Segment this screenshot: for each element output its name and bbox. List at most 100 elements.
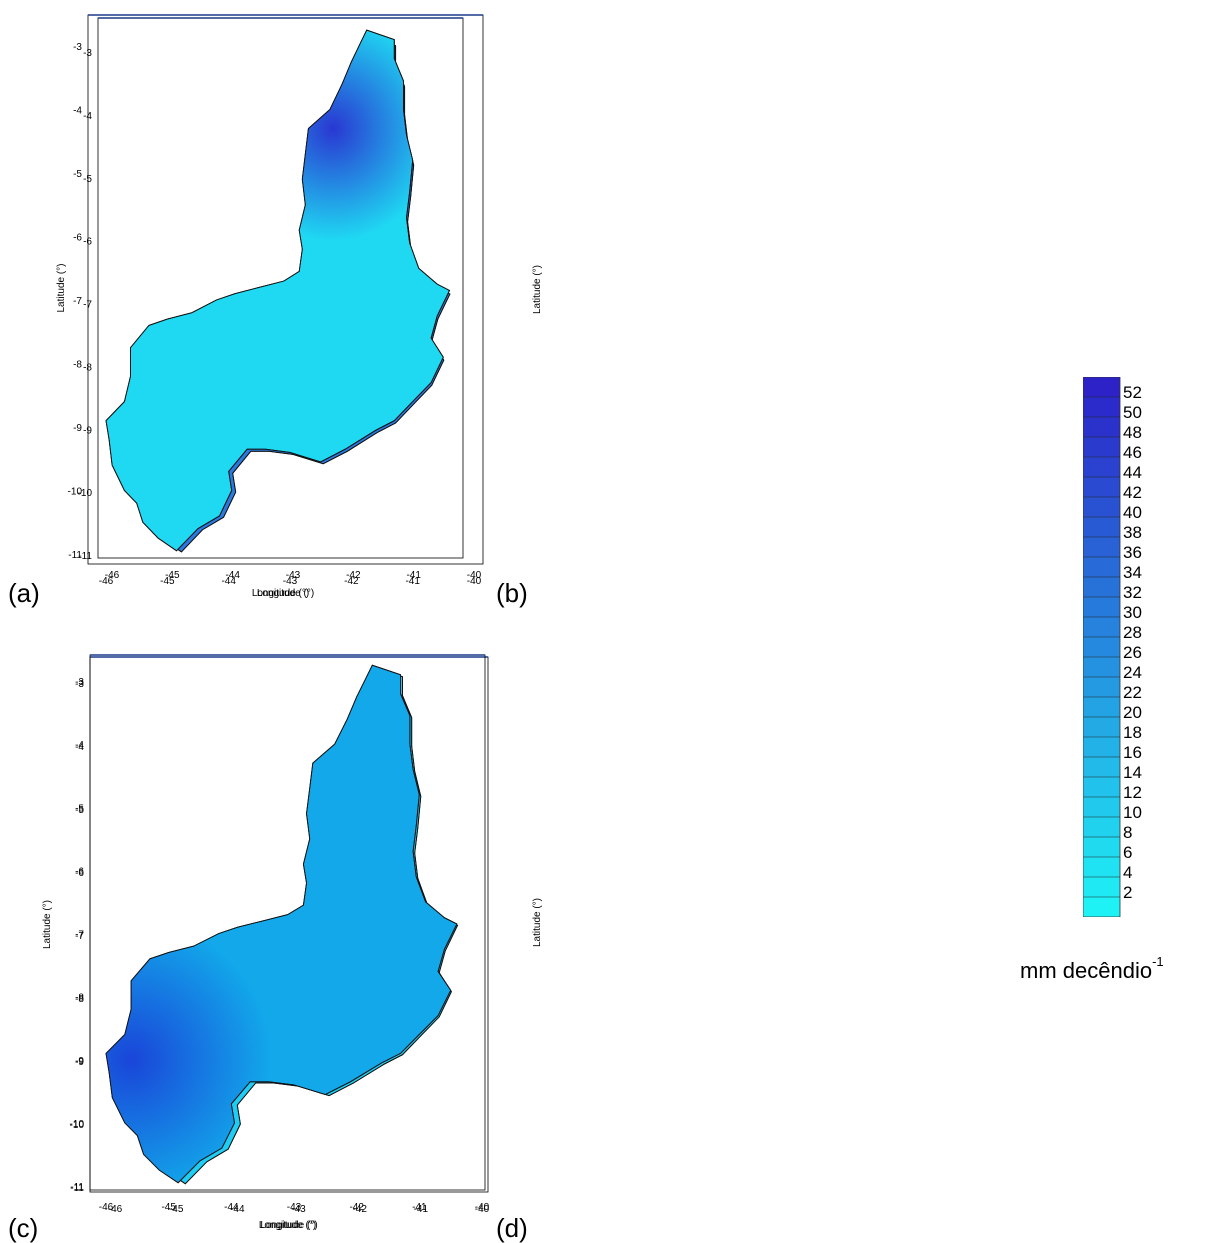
map-svg: -46 -45 -44 -43 -42 -41 -40 -3 -4 -5 -6 -7 -8 -9 -10 -1… (70, 654, 543, 1231)
y-tick-label: -3 (75, 679, 84, 690)
x-tick-label: -41 (406, 570, 421, 581)
y-tick-label: -11 (70, 1183, 84, 1194)
legend-swatch (1083, 797, 1120, 818)
y-tick-label: -8 (73, 360, 82, 371)
legend-swatch (1083, 477, 1120, 498)
x-axis-label: Longitude (°) (252, 588, 309, 599)
y-tick-label: -5 (75, 803, 84, 814)
x-tick-label: -45 (165, 570, 180, 581)
y-tick-label: -6 (75, 866, 84, 877)
y-tick-label: -7 (75, 930, 84, 941)
x-tick-label: -40 (475, 1204, 490, 1215)
x-axis-label: Longitude (°) (257, 588, 314, 599)
y-tick-label: -9 (75, 1057, 84, 1068)
legend-swatch (1083, 537, 1120, 558)
legend-value: 52 (1123, 383, 1142, 402)
legend-swatch (1083, 577, 1120, 598)
y-tick-label: -8 (75, 994, 84, 1005)
y-axis-label: Latitude (°) (532, 265, 543, 314)
legend-value: 46 (1123, 443, 1142, 462)
y-tick-label: -7 (73, 296, 82, 307)
legend-swatch (1083, 457, 1120, 478)
y-tick-label: -10 (78, 488, 93, 499)
x-tick-label: -42 (344, 576, 359, 587)
x-tick-label: -43 (287, 1202, 302, 1213)
legend-value: 16 (1123, 743, 1142, 762)
units-exponent: -1 (1152, 954, 1164, 969)
x-axis-label: Longitude (°) (259, 1220, 316, 1231)
x-tick-label: -46 (99, 576, 114, 587)
y-tick-label: -9 (73, 423, 82, 434)
legend-value: 44 (1123, 463, 1142, 482)
legend-value: 18 (1123, 723, 1142, 742)
legend-value: 10 (1123, 803, 1142, 822)
y-axis-label: Latitude (°) (42, 900, 53, 949)
legend-value: 12 (1123, 783, 1142, 802)
x-tick-label: -46 (108, 1204, 123, 1215)
legend-swatch (1083, 397, 1120, 418)
legend-swatch (1083, 597, 1120, 618)
legend-value: 36 (1123, 543, 1142, 562)
y-tick-label: -10 (68, 487, 83, 498)
units-label: mm decêndio-1 (1020, 954, 1164, 984)
legend-value: 8 (1123, 823, 1132, 842)
y-tick-label: -5 (75, 805, 84, 816)
legend-swatch (1083, 897, 1120, 917)
panel-label-b: (b) (496, 578, 528, 608)
legend-swatch (1083, 377, 1120, 398)
legend-swatch (1083, 837, 1120, 858)
y-tick-label: -11 (70, 1182, 84, 1193)
x-tick-label: -43 (286, 570, 301, 581)
y-tick-label: -4 (73, 106, 82, 117)
legend-value: 2 (1123, 883, 1132, 902)
y-tick-label: -7 (75, 931, 84, 942)
legend-swatch (1083, 857, 1120, 878)
legend-swatch (1083, 657, 1120, 678)
x-tick-label: -44 (230, 1204, 245, 1215)
x-axis-label: Longitude (°) (260, 1220, 317, 1231)
legend-value: 48 (1123, 423, 1142, 442)
legend-swatch (1083, 737, 1120, 758)
x-tick-label: -44 (221, 576, 236, 587)
y-axis-label: Latitude (°) (56, 263, 67, 312)
x-tick-label: -45 (161, 1202, 176, 1213)
x-tick-label: -46 (99, 1202, 114, 1213)
y-tick-label: -6 (73, 233, 82, 244)
x-tick-label: -41 (412, 1202, 427, 1213)
legend-swatch (1083, 497, 1120, 518)
legend-value: 14 (1123, 763, 1142, 782)
x-tick-label: -42 (346, 570, 361, 581)
x-tick-label: -45 (160, 576, 175, 587)
y-tick-label: -10 (70, 1119, 85, 1130)
x-tick-label: -41 (405, 576, 420, 587)
y-tick-label: -3 (75, 677, 84, 688)
legend-swatch (1083, 697, 1120, 718)
legend-swatch (1083, 677, 1120, 698)
x-tick-label: -42 (352, 1204, 367, 1215)
legend-swatch (1083, 717, 1120, 738)
legend-swatch (1083, 817, 1120, 838)
panel-label-a: (a) (8, 578, 40, 608)
x-tick-label: -40 (475, 1202, 490, 1213)
legend-value: 50 (1123, 403, 1142, 422)
x-tick-label: -42 (349, 1202, 364, 1213)
legend-value: 26 (1123, 643, 1142, 662)
legend-swatch (1083, 417, 1120, 438)
legend-swatch (1083, 777, 1120, 798)
legend-swatch (1083, 617, 1120, 638)
legend-value: 42 (1123, 483, 1142, 502)
legend-swatch (1083, 517, 1120, 538)
legend-value: 28 (1123, 623, 1142, 642)
legend-value: 40 (1123, 503, 1142, 522)
units-text: mm decêndio (1020, 958, 1153, 983)
y-tick-label: -4 (75, 742, 84, 753)
legend-value: 22 (1123, 683, 1142, 702)
y-tick-label: -4 (75, 740, 84, 751)
x-tick-label: -45 (169, 1204, 184, 1215)
x-tick-label: -43 (291, 1204, 306, 1215)
x-tick-label: -40 (467, 576, 482, 587)
x-tick-label: -43 (283, 576, 298, 587)
map-panel-d: -46 -45 -44 -43 -42 -41 -40 -3 -4 -5 -6 -7 -8 -9 -10 -1… (70, 640, 990, 1240)
map-svg: -46 -45 -44 -43 -42 -41 -40-3-4-5-6-7-8-9-10-1… (68, 14, 543, 599)
y-tick-label: -11 (68, 550, 82, 561)
